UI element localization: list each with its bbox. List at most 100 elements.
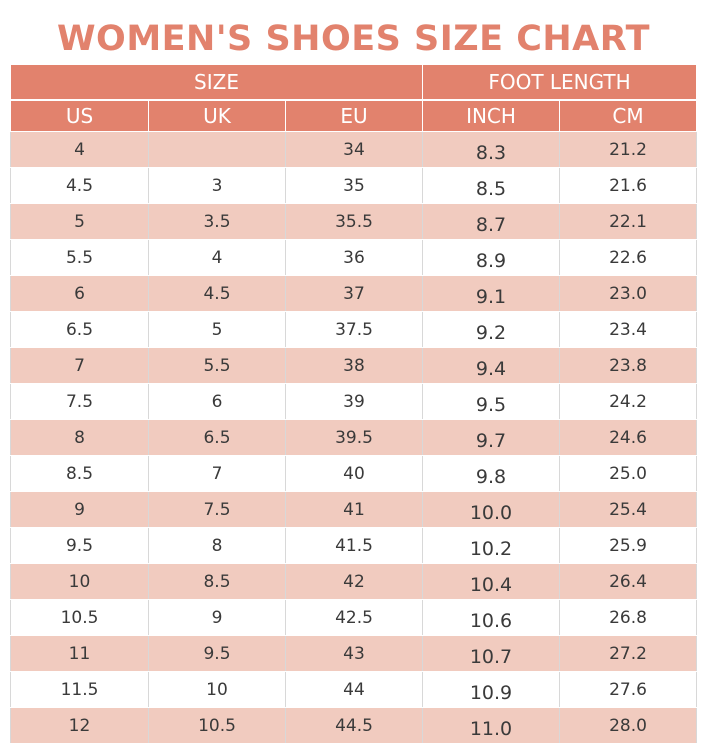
cell-us: 7.5 xyxy=(10,383,149,420)
table-row: 7 5.5 38 9.4 23.8 xyxy=(10,347,697,384)
cell-eu: 38 xyxy=(285,347,423,384)
cell-inch: 10.7 xyxy=(422,635,560,672)
table-row: 5 3.5 35.5 8.7 22.1 xyxy=(10,203,697,240)
column-header-eu: EU xyxy=(285,99,423,132)
cell-eu: 36 xyxy=(285,239,423,276)
cell-inch: 9.1 xyxy=(422,275,560,312)
cell-uk: 8 xyxy=(148,527,286,564)
table-row: 11.5 10 44 10.9 27.6 xyxy=(10,671,697,708)
cell-eu: 35.5 xyxy=(285,203,423,240)
table-row: 4 34 8.3 21.2 xyxy=(10,131,697,168)
cell-cm: 25.0 xyxy=(559,455,697,492)
cell-uk: 9.5 xyxy=(148,635,286,672)
cell-us: 12 xyxy=(10,707,149,744)
group-header-foot-length: FOOT LENGTH xyxy=(422,64,697,101)
group-header-size: SIZE xyxy=(10,64,423,101)
cell-eu: 40 xyxy=(285,455,423,492)
cell-uk: 8.5 xyxy=(148,563,286,600)
cell-us: 9 xyxy=(10,491,149,528)
cell-cm: 27.6 xyxy=(559,671,697,708)
cell-uk: 5 xyxy=(148,311,286,348)
table-row: 4.5 3 35 8.5 21.6 xyxy=(10,167,697,204)
size-chart-table: SIZE FOOT LENGTH US UK EU INCH CM 4 34 8.3… xyxy=(10,64,697,744)
cell-us: 8 xyxy=(10,419,149,456)
cell-us: 7 xyxy=(10,347,149,384)
cell-uk: 7 xyxy=(148,455,286,492)
table-row: 9.5 8 41.5 10.2 25.9 xyxy=(10,527,697,564)
cell-uk: 10.5 xyxy=(148,707,286,744)
table-row: 9 7.5 41 10.0 25.4 xyxy=(10,491,697,528)
cell-inch: 10.4 xyxy=(422,563,560,600)
cell-eu: 42 xyxy=(285,563,423,600)
cell-us: 8.5 xyxy=(10,455,149,492)
cell-us: 4 xyxy=(10,131,149,168)
cell-us: 10.5 xyxy=(10,599,149,636)
cell-eu: 42.5 xyxy=(285,599,423,636)
cell-inch: 10.0 xyxy=(422,491,560,528)
column-header-uk: UK xyxy=(148,99,286,132)
group-header-row: SIZE FOOT LENGTH xyxy=(10,64,697,101)
cell-eu: 41 xyxy=(285,491,423,528)
cell-cm: 21.2 xyxy=(559,131,697,168)
cell-us: 5.5 xyxy=(10,239,149,276)
column-header-row: US UK EU INCH CM xyxy=(10,99,697,132)
table-row: 8 6.5 39.5 9.7 24.6 xyxy=(10,419,697,456)
cell-inch: 9.8 xyxy=(422,455,560,492)
cell-eu: 41.5 xyxy=(285,527,423,564)
table-row: 12 10.5 44.5 11.0 28.0 xyxy=(10,707,697,744)
table-row: 6.5 5 37.5 9.2 23.4 xyxy=(10,311,697,348)
cell-cm: 25.4 xyxy=(559,491,697,528)
cell-inch: 9.5 xyxy=(422,383,560,420)
cell-us: 6.5 xyxy=(10,311,149,348)
cell-inch: 8.5 xyxy=(422,167,560,204)
table-row: 6 4.5 37 9.1 23.0 xyxy=(10,275,697,312)
cell-cm: 24.2 xyxy=(559,383,697,420)
cell-inch: 8.7 xyxy=(422,203,560,240)
cell-inch: 9.7 xyxy=(422,419,560,456)
cell-uk: 9 xyxy=(148,599,286,636)
cell-uk: 5.5 xyxy=(148,347,286,384)
cell-cm: 28.0 xyxy=(559,707,697,744)
cell-us: 9.5 xyxy=(10,527,149,564)
cell-eu: 35 xyxy=(285,167,423,204)
cell-eu: 43 xyxy=(285,635,423,672)
cell-eu: 39.5 xyxy=(285,419,423,456)
cell-uk: 7.5 xyxy=(148,491,286,528)
table-row: 11 9.5 43 10.7 27.2 xyxy=(10,635,697,672)
cell-eu: 39 xyxy=(285,383,423,420)
cell-cm: 22.1 xyxy=(559,203,697,240)
table-row: 10 8.5 42 10.4 26.4 xyxy=(10,563,697,600)
cell-cm: 27.2 xyxy=(559,635,697,672)
table-row: 5.5 4 36 8.9 22.6 xyxy=(10,239,697,276)
table-row: 7.5 6 39 9.5 24.2 xyxy=(10,383,697,420)
cell-us: 10 xyxy=(10,563,149,600)
cell-uk: 3.5 xyxy=(148,203,286,240)
page-title: WOMEN'S SHOES SIZE CHART xyxy=(56,19,651,59)
cell-cm: 23.8 xyxy=(559,347,697,384)
cell-cm: 22.6 xyxy=(559,239,697,276)
cell-us: 11 xyxy=(10,635,149,672)
cell-cm: 24.6 xyxy=(559,419,697,456)
cell-cm: 26.8 xyxy=(559,599,697,636)
cell-us: 11.5 xyxy=(10,671,149,708)
column-header-cm: CM xyxy=(559,99,697,132)
cell-cm: 21.6 xyxy=(559,167,697,204)
size-chart-body: 4 34 8.3 21.2 4.5 3 35 8.5 21.6 5 3.5 35.5 8.7 22.1 5.… xyxy=(10,131,697,744)
cell-cm: 26.4 xyxy=(559,563,697,600)
table-row: 10.5 9 42.5 10.6 26.8 xyxy=(10,599,697,636)
cell-uk: 10 xyxy=(148,671,286,708)
table-row: 8.5 7 40 9.8 25.0 xyxy=(10,455,697,492)
cell-eu: 34 xyxy=(285,131,423,168)
cell-eu: 37 xyxy=(285,275,423,312)
cell-uk: 3 xyxy=(148,167,286,204)
cell-inch: 9.4 xyxy=(422,347,560,384)
cell-inch: 8.9 xyxy=(422,239,560,276)
cell-us: 4.5 xyxy=(10,167,149,204)
cell-uk: 4.5 xyxy=(148,275,286,312)
cell-inch: 9.2 xyxy=(422,311,560,348)
cell-inch: 10.6 xyxy=(422,599,560,636)
cell-eu: 44 xyxy=(285,671,423,708)
column-header-inch: INCH xyxy=(422,99,560,132)
cell-uk: 6.5 xyxy=(148,419,286,456)
cell-cm: 25.9 xyxy=(559,527,697,564)
